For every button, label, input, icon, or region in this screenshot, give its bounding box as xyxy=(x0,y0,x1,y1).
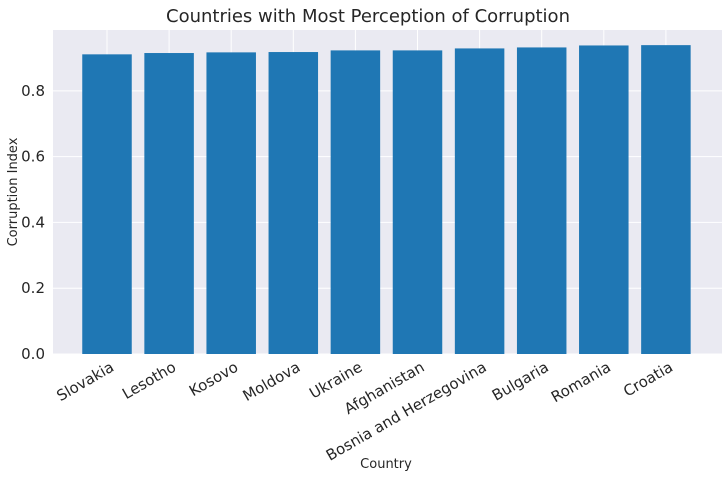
y-tick-labels: 0.0 0.2 0.4 0.6 0.8 xyxy=(21,82,45,363)
y-tick-label: 0.6 xyxy=(21,148,45,166)
x-axis-label: Country xyxy=(360,457,412,472)
x-tick-label: Moldova xyxy=(240,358,304,405)
bar-ukraine xyxy=(330,50,381,354)
x-tick-label: Lesotho xyxy=(119,358,179,403)
x-tick-label: Romania xyxy=(548,358,614,406)
bar-slovakia xyxy=(82,54,132,354)
y-tick-label: 0.4 xyxy=(21,213,45,231)
bars xyxy=(82,45,691,355)
bar-lesotho xyxy=(144,53,194,354)
x-tick-label: Kosovo xyxy=(186,358,241,400)
x-tick-label: Slovakia xyxy=(53,358,117,405)
chart-title: Countries with Most Perception of Corrup… xyxy=(166,6,570,27)
y-tick-label: 0.8 xyxy=(21,82,45,100)
bar-bosnia-and-herzegovina xyxy=(454,48,505,355)
y-tick-label: 0.2 xyxy=(21,279,45,297)
bar-bulgaria xyxy=(516,47,567,354)
bar-afghanistan xyxy=(392,50,443,354)
bar-moldova xyxy=(268,52,319,355)
bar-kosovo xyxy=(206,52,256,354)
bar-croatia xyxy=(641,45,691,354)
y-tick-label: 0.0 xyxy=(21,345,45,363)
x-tick-label: Croatia xyxy=(620,358,676,401)
x-tick-label: Bulgaria xyxy=(489,358,552,405)
bar-romania xyxy=(579,45,629,354)
y-axis-label: Corruption Index xyxy=(6,137,21,246)
